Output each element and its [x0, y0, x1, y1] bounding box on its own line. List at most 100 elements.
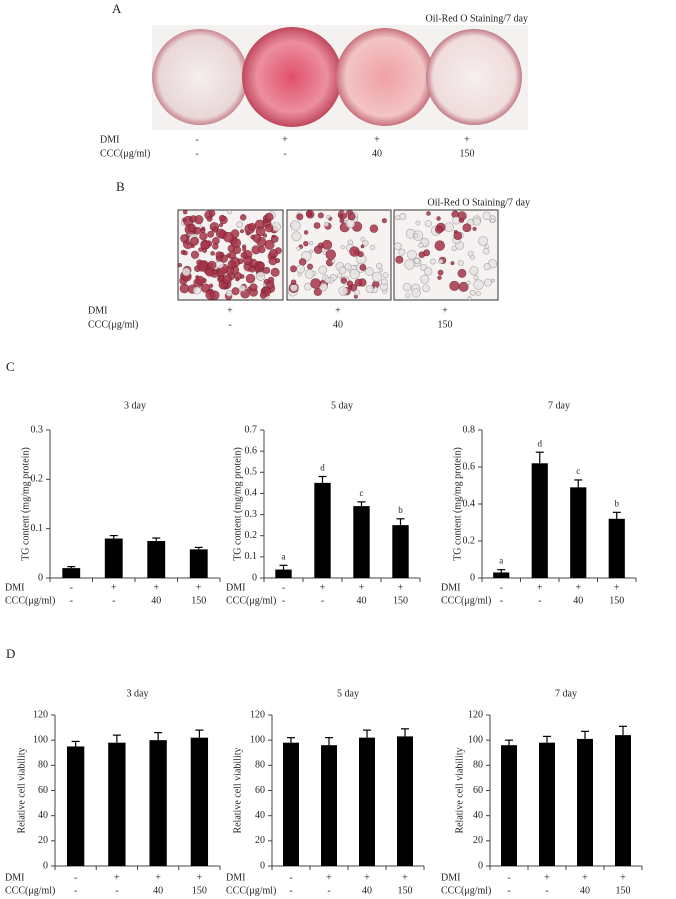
cell: [195, 275, 205, 285]
significance-letter: b: [615, 498, 620, 508]
y-tick-label: 0.3: [245, 509, 258, 520]
cell: [263, 219, 268, 224]
cell: [271, 222, 281, 232]
cell: [257, 261, 265, 270]
cell: [398, 248, 406, 256]
cell: [349, 268, 360, 280]
cell: [240, 214, 247, 221]
bar: [501, 745, 517, 866]
row-label: +: [464, 134, 470, 145]
chart-title: 7 day: [555, 688, 577, 699]
cell: [395, 215, 401, 221]
y-tick-label: 100: [468, 734, 483, 745]
cell: [296, 264, 305, 274]
row-label: +: [114, 872, 120, 883]
cell: [242, 247, 247, 252]
cell: [359, 264, 367, 271]
cell: [324, 277, 331, 284]
row-label: 150: [438, 319, 453, 330]
y-axis-label: Relative cell viability: [454, 747, 465, 833]
significance-letter: d: [320, 463, 325, 473]
y-tick-label: 60: [38, 785, 48, 796]
cell: [478, 235, 488, 246]
cell: [237, 258, 244, 265]
cell: [353, 294, 358, 299]
row-label: +: [197, 872, 203, 883]
caption: Oil-Red O Staining/7 day: [426, 13, 529, 24]
cell: [222, 274, 232, 284]
row-label: +: [335, 305, 341, 316]
panel-label: D: [6, 646, 15, 661]
cell: [182, 267, 191, 277]
cell: [322, 239, 333, 250]
row-label: 40: [573, 595, 583, 606]
cell: [233, 245, 242, 255]
row-name: DMI: [100, 134, 119, 145]
cell: [252, 234, 262, 243]
y-axis-label: Relative cell viability: [232, 747, 243, 833]
row-label: -: [115, 885, 118, 896]
row-label: -: [500, 582, 503, 593]
cell: [371, 271, 383, 283]
row-label: +: [582, 872, 588, 883]
row-label: 40: [333, 319, 343, 330]
row-name: DMI: [226, 872, 245, 883]
cell: [338, 266, 347, 275]
bar: [275, 569, 292, 578]
cell: [348, 285, 353, 290]
cell: [475, 291, 481, 297]
row-label: 150: [609, 595, 624, 606]
y-tick-label: 40: [473, 810, 483, 821]
row-name: DMI: [441, 582, 460, 593]
cell: [243, 255, 253, 266]
cell: [317, 212, 324, 219]
row-label: -: [283, 148, 286, 159]
cell: [438, 259, 444, 264]
cell: [347, 239, 353, 245]
cell: [491, 278, 495, 283]
cell: [206, 215, 213, 222]
cell: [236, 221, 244, 229]
cell: [261, 288, 266, 293]
cell: [291, 231, 302, 242]
cell: [290, 220, 301, 231]
cell: [319, 282, 328, 292]
cell: [215, 251, 223, 259]
row-label: +: [575, 582, 581, 593]
chart-title: 5 day: [331, 400, 353, 411]
cell: [467, 296, 472, 301]
cell: [189, 215, 197, 223]
cell: [190, 236, 199, 246]
significance-letter: a: [282, 551, 286, 561]
cell: [177, 263, 182, 268]
cell: [393, 242, 402, 251]
cell: [202, 247, 208, 253]
bar: [149, 740, 167, 866]
cell: [336, 273, 343, 279]
cell: [303, 240, 309, 247]
cell: [308, 213, 313, 217]
row-label: +: [620, 872, 626, 883]
cell: [344, 263, 352, 271]
cell: [264, 223, 274, 233]
cell: [444, 222, 454, 233]
cell: [219, 214, 226, 222]
row-label: +: [537, 582, 543, 593]
cell: [343, 209, 347, 214]
y-axis-label: Relative cell viability: [16, 747, 27, 833]
chart-title: 3 day: [124, 400, 146, 411]
cell: [453, 231, 463, 240]
cell: [413, 233, 419, 239]
bar: [104, 538, 123, 578]
chart-title: 3 day: [127, 688, 149, 699]
row-label: 40: [580, 885, 590, 896]
cell: [437, 269, 444, 276]
cell: [323, 221, 329, 227]
row-label: 150: [460, 148, 475, 159]
row-name: DMI: [88, 305, 107, 316]
cell: [365, 284, 375, 294]
cell: [472, 217, 481, 226]
cell: [339, 218, 345, 224]
cell: [255, 271, 266, 281]
